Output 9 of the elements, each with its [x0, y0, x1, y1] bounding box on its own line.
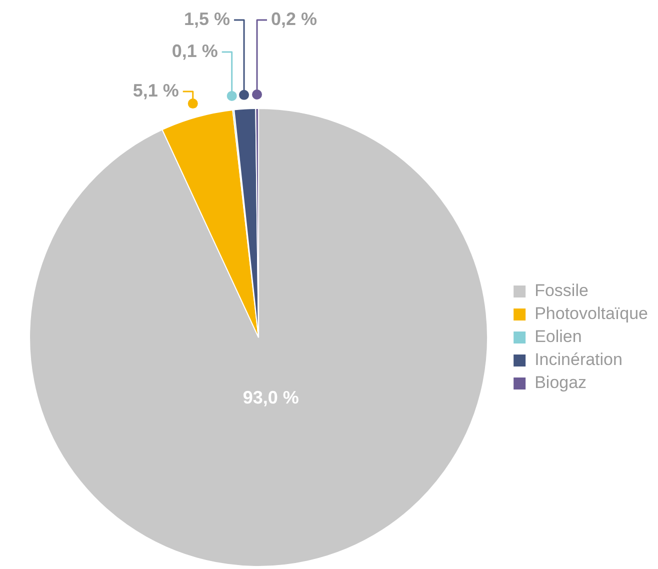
- data-label: 5,1 %: [132, 80, 179, 101]
- data-label: 0,1 %: [172, 40, 218, 61]
- legend-label: Biogaz: [534, 373, 587, 392]
- data-label: 0,2 %: [271, 8, 318, 29]
- legend-label: Photovoltaïque: [534, 304, 648, 324]
- legend-label: Fossile: [534, 281, 588, 300]
- legend-label: Incinération: [534, 350, 622, 370]
- legend-label: Eolien: [534, 327, 582, 346]
- data-label: 1,5 %: [184, 8, 230, 29]
